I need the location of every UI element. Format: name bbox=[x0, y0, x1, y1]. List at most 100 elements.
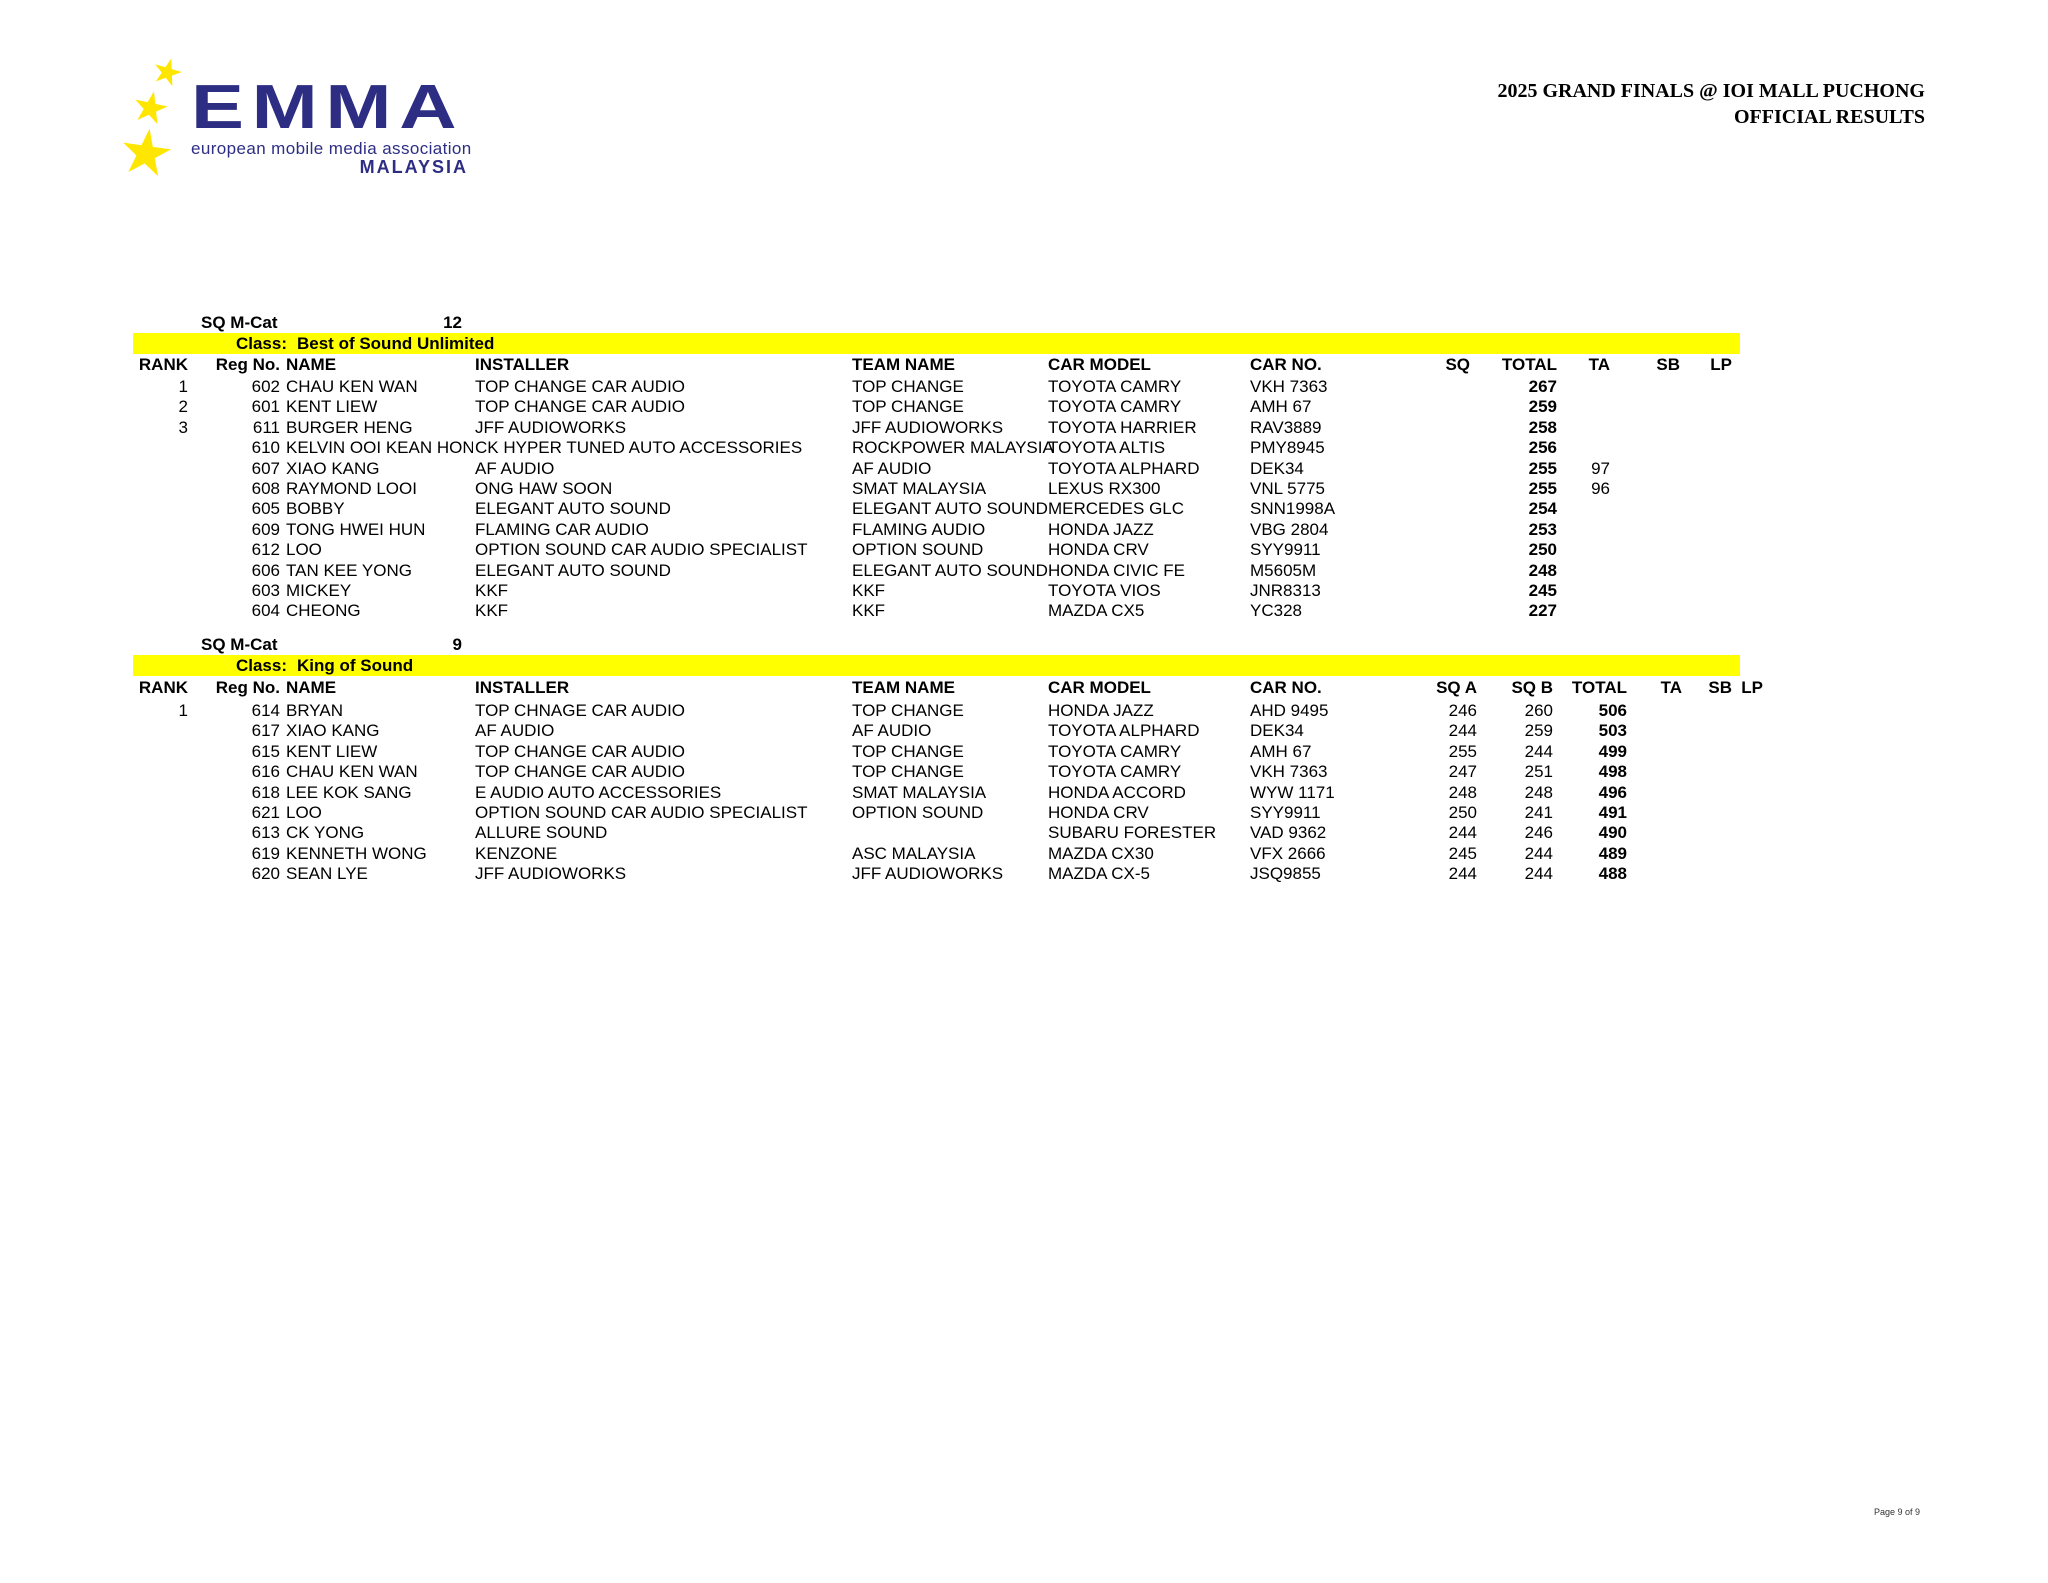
column-header-total: TOTAL bbox=[1571, 678, 1627, 697]
category-label: SQ M-Cat bbox=[201, 313, 278, 332]
column-header-carno: CAR NO. bbox=[1250, 355, 1322, 374]
cell-team: KKF bbox=[852, 601, 886, 621]
cell-total: 256 bbox=[1528, 438, 1557, 458]
cell-name: KENT LIEW bbox=[286, 741, 378, 761]
cell-installer: KKF bbox=[475, 581, 509, 600]
cell-sqa: 247 bbox=[1448, 762, 1477, 782]
cell-installer: OPTION SOUND CAR AUDIO SPECIALIST bbox=[475, 803, 808, 822]
cell-name: BRYAN bbox=[286, 701, 344, 720]
cell-name: KENT LIEW bbox=[286, 397, 378, 417]
cell-reg: 608 bbox=[251, 479, 280, 498]
logo-region: MALAYSIA bbox=[359, 157, 468, 177]
cell-carno: VAD 9362 bbox=[1250, 823, 1327, 843]
cell-ta: 96 bbox=[1591, 479, 1610, 498]
column-header-name: NAME bbox=[286, 678, 337, 697]
class-header-bar: Class: Best of Sound Unlimited bbox=[133, 333, 1740, 354]
cell-total: 506 bbox=[1598, 701, 1627, 720]
cell-reg: 620 bbox=[251, 864, 280, 884]
page-number: Page 9 of 9 bbox=[1873, 1507, 1920, 1517]
cell-model: HONDA ACCORD bbox=[1048, 782, 1186, 802]
cell-carno: VFX 2666 bbox=[1250, 843, 1326, 863]
cell-name: CK YONG bbox=[286, 823, 365, 843]
cell-team: OPTION SOUND bbox=[852, 540, 984, 560]
cell-carno: AHD 9495 bbox=[1250, 701, 1329, 720]
cell-name: CHAU KEN WAN bbox=[286, 762, 418, 782]
column-header-team: TEAM NAME bbox=[852, 678, 955, 697]
cell-total: 490 bbox=[1598, 823, 1627, 843]
cell-installer: AF AUDIO bbox=[475, 721, 555, 741]
cell-installer: OPTION SOUND CAR AUDIO SPECIALIST bbox=[475, 540, 808, 560]
event-title: 2025 GRAND FINALS @ IOI MALL PUCHONG bbox=[1497, 80, 1925, 102]
document-title: 2025 GRAND FINALS @ IOI MALL PUCHONG OFF… bbox=[1497, 78, 1925, 130]
cell-name: XIAO KANG bbox=[286, 721, 380, 741]
cell-model: HONDA CRV bbox=[1048, 803, 1149, 822]
cell-sqb: 260 bbox=[1524, 701, 1553, 720]
cell-model: MAZDA CX5 bbox=[1048, 601, 1145, 621]
cell-team: ELEGANT AUTO SOUND bbox=[852, 560, 1048, 580]
column-header-sb: SB bbox=[1656, 355, 1680, 374]
logo-tagline: european mobile media association bbox=[191, 139, 472, 158]
column-header-lp: LP bbox=[1741, 678, 1763, 697]
logo-wordmark: EMMA bbox=[191, 73, 465, 142]
cell-sqa: 250 bbox=[1448, 803, 1477, 822]
cell-reg: 602 bbox=[251, 377, 280, 396]
cell-rank: 1 bbox=[178, 377, 188, 396]
cell-total: 255 bbox=[1528, 458, 1557, 478]
cell-team: TOP CHANGE bbox=[852, 377, 964, 396]
star-icon: ★ bbox=[113, 112, 180, 193]
cell-name: RAYMOND LOOI bbox=[286, 479, 417, 498]
cell-reg: 612 bbox=[251, 540, 280, 560]
cell-ta: 97 bbox=[1591, 458, 1610, 478]
cell-model: LEXUS RX300 bbox=[1048, 479, 1161, 498]
cell-sqb: 244 bbox=[1524, 864, 1553, 884]
category-count: 12 bbox=[443, 313, 462, 332]
cell-carno: VNL 5775 bbox=[1250, 479, 1325, 498]
cell-sqb: 246 bbox=[1524, 823, 1553, 843]
cell-team: AF AUDIO bbox=[852, 721, 932, 741]
cell-team: JFF AUDIOWORKS bbox=[852, 417, 1004, 437]
cell-carno: AMH 67 bbox=[1250, 741, 1312, 761]
cell-name: BOBBY bbox=[286, 499, 345, 519]
cell-team: TOP CHANGE bbox=[852, 741, 964, 761]
official-results-label: OFFICIAL RESULTS bbox=[1734, 106, 1925, 128]
cell-reg: 616 bbox=[251, 762, 280, 782]
cell-installer: TOP CHANGE CAR AUDIO bbox=[475, 762, 686, 782]
cell-carno: VBG 2804 bbox=[1250, 519, 1329, 539]
cell-installer: KKF bbox=[475, 601, 509, 621]
cell-reg: 610 bbox=[251, 438, 280, 458]
column-header-installer: INSTALLER bbox=[475, 355, 570, 374]
cell-carno: RAV3889 bbox=[1250, 417, 1322, 437]
cell-reg: 618 bbox=[251, 782, 280, 802]
cell-model: TOYOTA VIOS bbox=[1048, 581, 1161, 600]
cell-team: TOP CHANGE bbox=[852, 762, 964, 782]
cell-model: MERCEDES GLC bbox=[1048, 499, 1185, 519]
cell-carno: YC328 bbox=[1250, 601, 1302, 621]
cell-team: SMAT MALAYSIA bbox=[852, 782, 987, 802]
cell-team: ROCKPOWER MALAYSIA bbox=[852, 438, 1054, 458]
column-header-sb: SB bbox=[1708, 678, 1732, 697]
column-header-sqb: SQ B bbox=[1511, 678, 1553, 697]
cell-installer: ELEGANT AUTO SOUND bbox=[475, 560, 671, 580]
cell-carno: DEK34 bbox=[1250, 721, 1304, 741]
cell-reg: 615 bbox=[251, 741, 280, 761]
cell-carno: AMH 67 bbox=[1250, 397, 1312, 417]
cell-total: 488 bbox=[1598, 864, 1627, 884]
cell-total: 499 bbox=[1598, 741, 1627, 761]
cell-name: CHAU KEN WAN bbox=[286, 377, 418, 396]
cell-reg: 606 bbox=[251, 560, 280, 580]
cell-name: LEE KOK SANG bbox=[286, 782, 412, 802]
cell-sqa: 245 bbox=[1448, 843, 1477, 863]
cell-reg: 607 bbox=[251, 458, 280, 478]
cell-model: SUBARU FORESTER bbox=[1048, 823, 1217, 843]
cell-name: TAN KEE YONG bbox=[286, 560, 412, 580]
cell-carno: M5605M bbox=[1250, 560, 1317, 580]
cell-carno: PMY8945 bbox=[1250, 438, 1325, 458]
column-header-rank: RANK bbox=[138, 678, 188, 697]
column-header-model: CAR MODEL bbox=[1048, 678, 1151, 697]
cell-total: 227 bbox=[1528, 601, 1557, 621]
cell-model: HONDA JAZZ bbox=[1048, 519, 1154, 539]
cell-installer: JFF AUDIOWORKS bbox=[475, 864, 627, 884]
cell-name: MICKEY bbox=[286, 581, 352, 600]
cell-reg: 621 bbox=[251, 803, 280, 822]
cell-total: 258 bbox=[1528, 417, 1557, 437]
